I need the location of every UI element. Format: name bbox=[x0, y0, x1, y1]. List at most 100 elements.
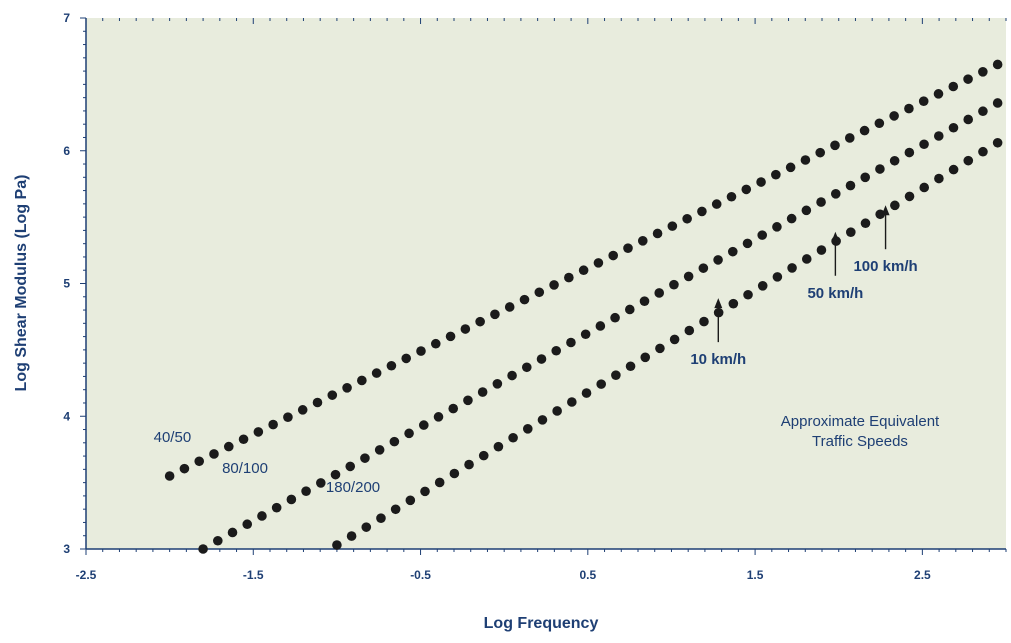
arrow-head bbox=[881, 205, 890, 216]
data-point bbox=[874, 118, 885, 129]
data-point bbox=[475, 316, 485, 327]
data-point bbox=[713, 255, 723, 265]
series-label: 180/200 bbox=[326, 479, 380, 496]
data-point bbox=[551, 345, 562, 356]
speed-label: 50 km/h bbox=[807, 285, 863, 302]
data-point bbox=[904, 191, 915, 202]
data-point bbox=[492, 379, 503, 389]
data-point bbox=[404, 428, 414, 439]
data-point bbox=[209, 449, 219, 459]
data-point bbox=[433, 412, 444, 422]
data-point bbox=[418, 420, 429, 430]
data-point bbox=[978, 146, 988, 157]
data-point bbox=[448, 403, 459, 414]
data-point bbox=[463, 395, 473, 406]
data-point bbox=[655, 343, 665, 354]
data-point bbox=[669, 279, 679, 290]
arrow-head bbox=[714, 298, 723, 309]
data-point bbox=[875, 209, 885, 220]
data-point bbox=[683, 271, 694, 282]
data-point bbox=[816, 197, 826, 207]
data-point bbox=[519, 294, 530, 305]
data-point bbox=[948, 164, 959, 175]
data-point bbox=[978, 67, 988, 77]
data-point bbox=[312, 397, 323, 408]
data-point bbox=[771, 169, 781, 180]
data-point bbox=[742, 238, 753, 249]
data-point bbox=[223, 441, 234, 452]
data-point bbox=[536, 354, 547, 364]
data-point bbox=[890, 200, 900, 211]
data-point bbox=[386, 360, 397, 371]
data-point bbox=[268, 419, 278, 430]
data-point bbox=[330, 469, 341, 480]
data-point bbox=[549, 280, 559, 290]
data-point bbox=[283, 412, 293, 422]
data-point bbox=[652, 228, 663, 239]
data-point bbox=[327, 390, 338, 400]
data-point bbox=[242, 519, 253, 530]
data-point bbox=[374, 445, 385, 455]
data-point bbox=[669, 334, 680, 345]
data-point bbox=[623, 243, 633, 253]
data-point bbox=[743, 289, 753, 300]
data-point bbox=[830, 140, 840, 151]
arrow-head bbox=[831, 231, 840, 242]
y-axis-title: Log Shear Modulus (Log Pa) bbox=[13, 175, 30, 392]
x-axis-title: Log Frequency bbox=[484, 615, 599, 632]
data-point bbox=[371, 368, 382, 378]
data-point bbox=[860, 172, 871, 183]
data-point bbox=[581, 388, 592, 398]
data-point bbox=[508, 432, 518, 443]
series-label: 40/50 bbox=[154, 429, 192, 446]
data-point bbox=[332, 540, 342, 550]
data-point bbox=[637, 236, 648, 246]
data-point bbox=[596, 379, 606, 389]
data-point bbox=[918, 96, 929, 107]
x-tick-label: 0.5 bbox=[579, 568, 596, 582]
data-point bbox=[257, 511, 267, 521]
axes: -2.5 -1.5 -0.5 0.5 1.5 2.5 3 4 5 6 7 bbox=[63, 11, 1007, 582]
data-point bbox=[772, 272, 783, 282]
data-point bbox=[389, 436, 400, 447]
data-point bbox=[682, 213, 692, 224]
data-point bbox=[164, 471, 175, 481]
data-point bbox=[992, 59, 1003, 70]
data-point bbox=[253, 427, 264, 437]
data-point bbox=[567, 397, 577, 407]
data-point bbox=[860, 218, 871, 229]
data-point bbox=[477, 387, 488, 397]
data-point bbox=[390, 504, 401, 515]
data-point bbox=[756, 177, 766, 187]
data-point bbox=[610, 312, 620, 323]
data-point bbox=[445, 331, 456, 342]
data-point bbox=[401, 353, 412, 364]
data-point bbox=[430, 338, 441, 349]
data-point bbox=[815, 147, 826, 158]
data-point bbox=[640, 352, 651, 363]
data-point bbox=[963, 74, 973, 84]
data-point bbox=[875, 164, 885, 174]
data-point bbox=[741, 184, 752, 195]
data-point bbox=[933, 89, 944, 99]
data-point bbox=[490, 309, 500, 320]
data-point bbox=[845, 180, 856, 191]
y-tick-label: 5 bbox=[63, 277, 70, 291]
data-point bbox=[963, 155, 974, 166]
data-point bbox=[639, 296, 650, 307]
data-point bbox=[978, 106, 988, 117]
data-point bbox=[608, 250, 619, 261]
data-point bbox=[464, 459, 474, 470]
data-point bbox=[611, 370, 621, 380]
data-point bbox=[904, 147, 915, 158]
data-point bbox=[460, 324, 471, 334]
data-point bbox=[552, 406, 562, 416]
data-point bbox=[919, 182, 930, 193]
data-point bbox=[785, 162, 796, 173]
data-point bbox=[238, 434, 249, 445]
data-point bbox=[360, 453, 370, 463]
data-point bbox=[194, 456, 205, 467]
data-point bbox=[537, 415, 548, 425]
data-point bbox=[846, 227, 856, 237]
data-point bbox=[316, 478, 326, 488]
